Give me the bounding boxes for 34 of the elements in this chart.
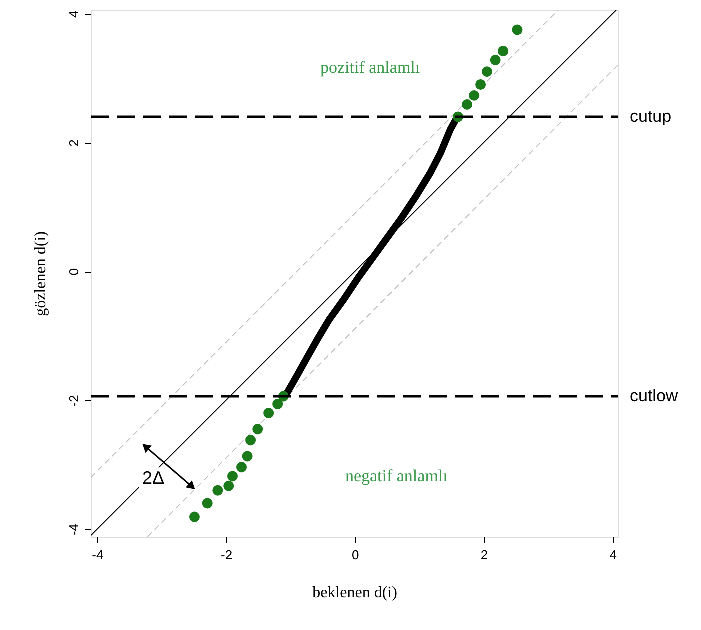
point [482, 66, 492, 78]
y-axis-title: gözlenen d(i) [32, 232, 50, 316]
point [490, 55, 501, 66]
point [202, 498, 213, 509]
annotation: pozitif anlamlı [320, 58, 420, 77]
y-tick-label: -2 [66, 395, 82, 407]
point [252, 424, 264, 435]
x-tick-label: 4 [610, 548, 617, 562]
y-tick-label: 0 [66, 268, 82, 276]
y-tick-label: 4 [66, 10, 82, 18]
x-tick-label: -4 [92, 548, 104, 562]
point [224, 480, 234, 492]
point [512, 24, 523, 36]
point [236, 462, 247, 473]
x-tick-label: 2 [480, 548, 488, 562]
point [469, 90, 480, 101]
annotation: negatif anlamlı [345, 466, 448, 486]
ref-line-label: cutup [630, 106, 672, 126]
point [476, 80, 486, 90]
point [212, 485, 224, 496]
point [242, 451, 253, 462]
point [272, 399, 284, 410]
point [462, 99, 472, 110]
y-tick-label: -4 [66, 524, 82, 536]
point [498, 46, 509, 56]
point [264, 408, 274, 419]
point [246, 435, 256, 446]
x-axis-title: beklenen d(i) [312, 584, 398, 602]
point [189, 512, 200, 522]
x-tick-label: -2 [221, 548, 233, 562]
y-tick-label: 2 [66, 140, 82, 147]
point [227, 471, 238, 482]
x-tick-label: 0 [352, 548, 360, 562]
ref-line-label: cutlow [630, 386, 679, 406]
